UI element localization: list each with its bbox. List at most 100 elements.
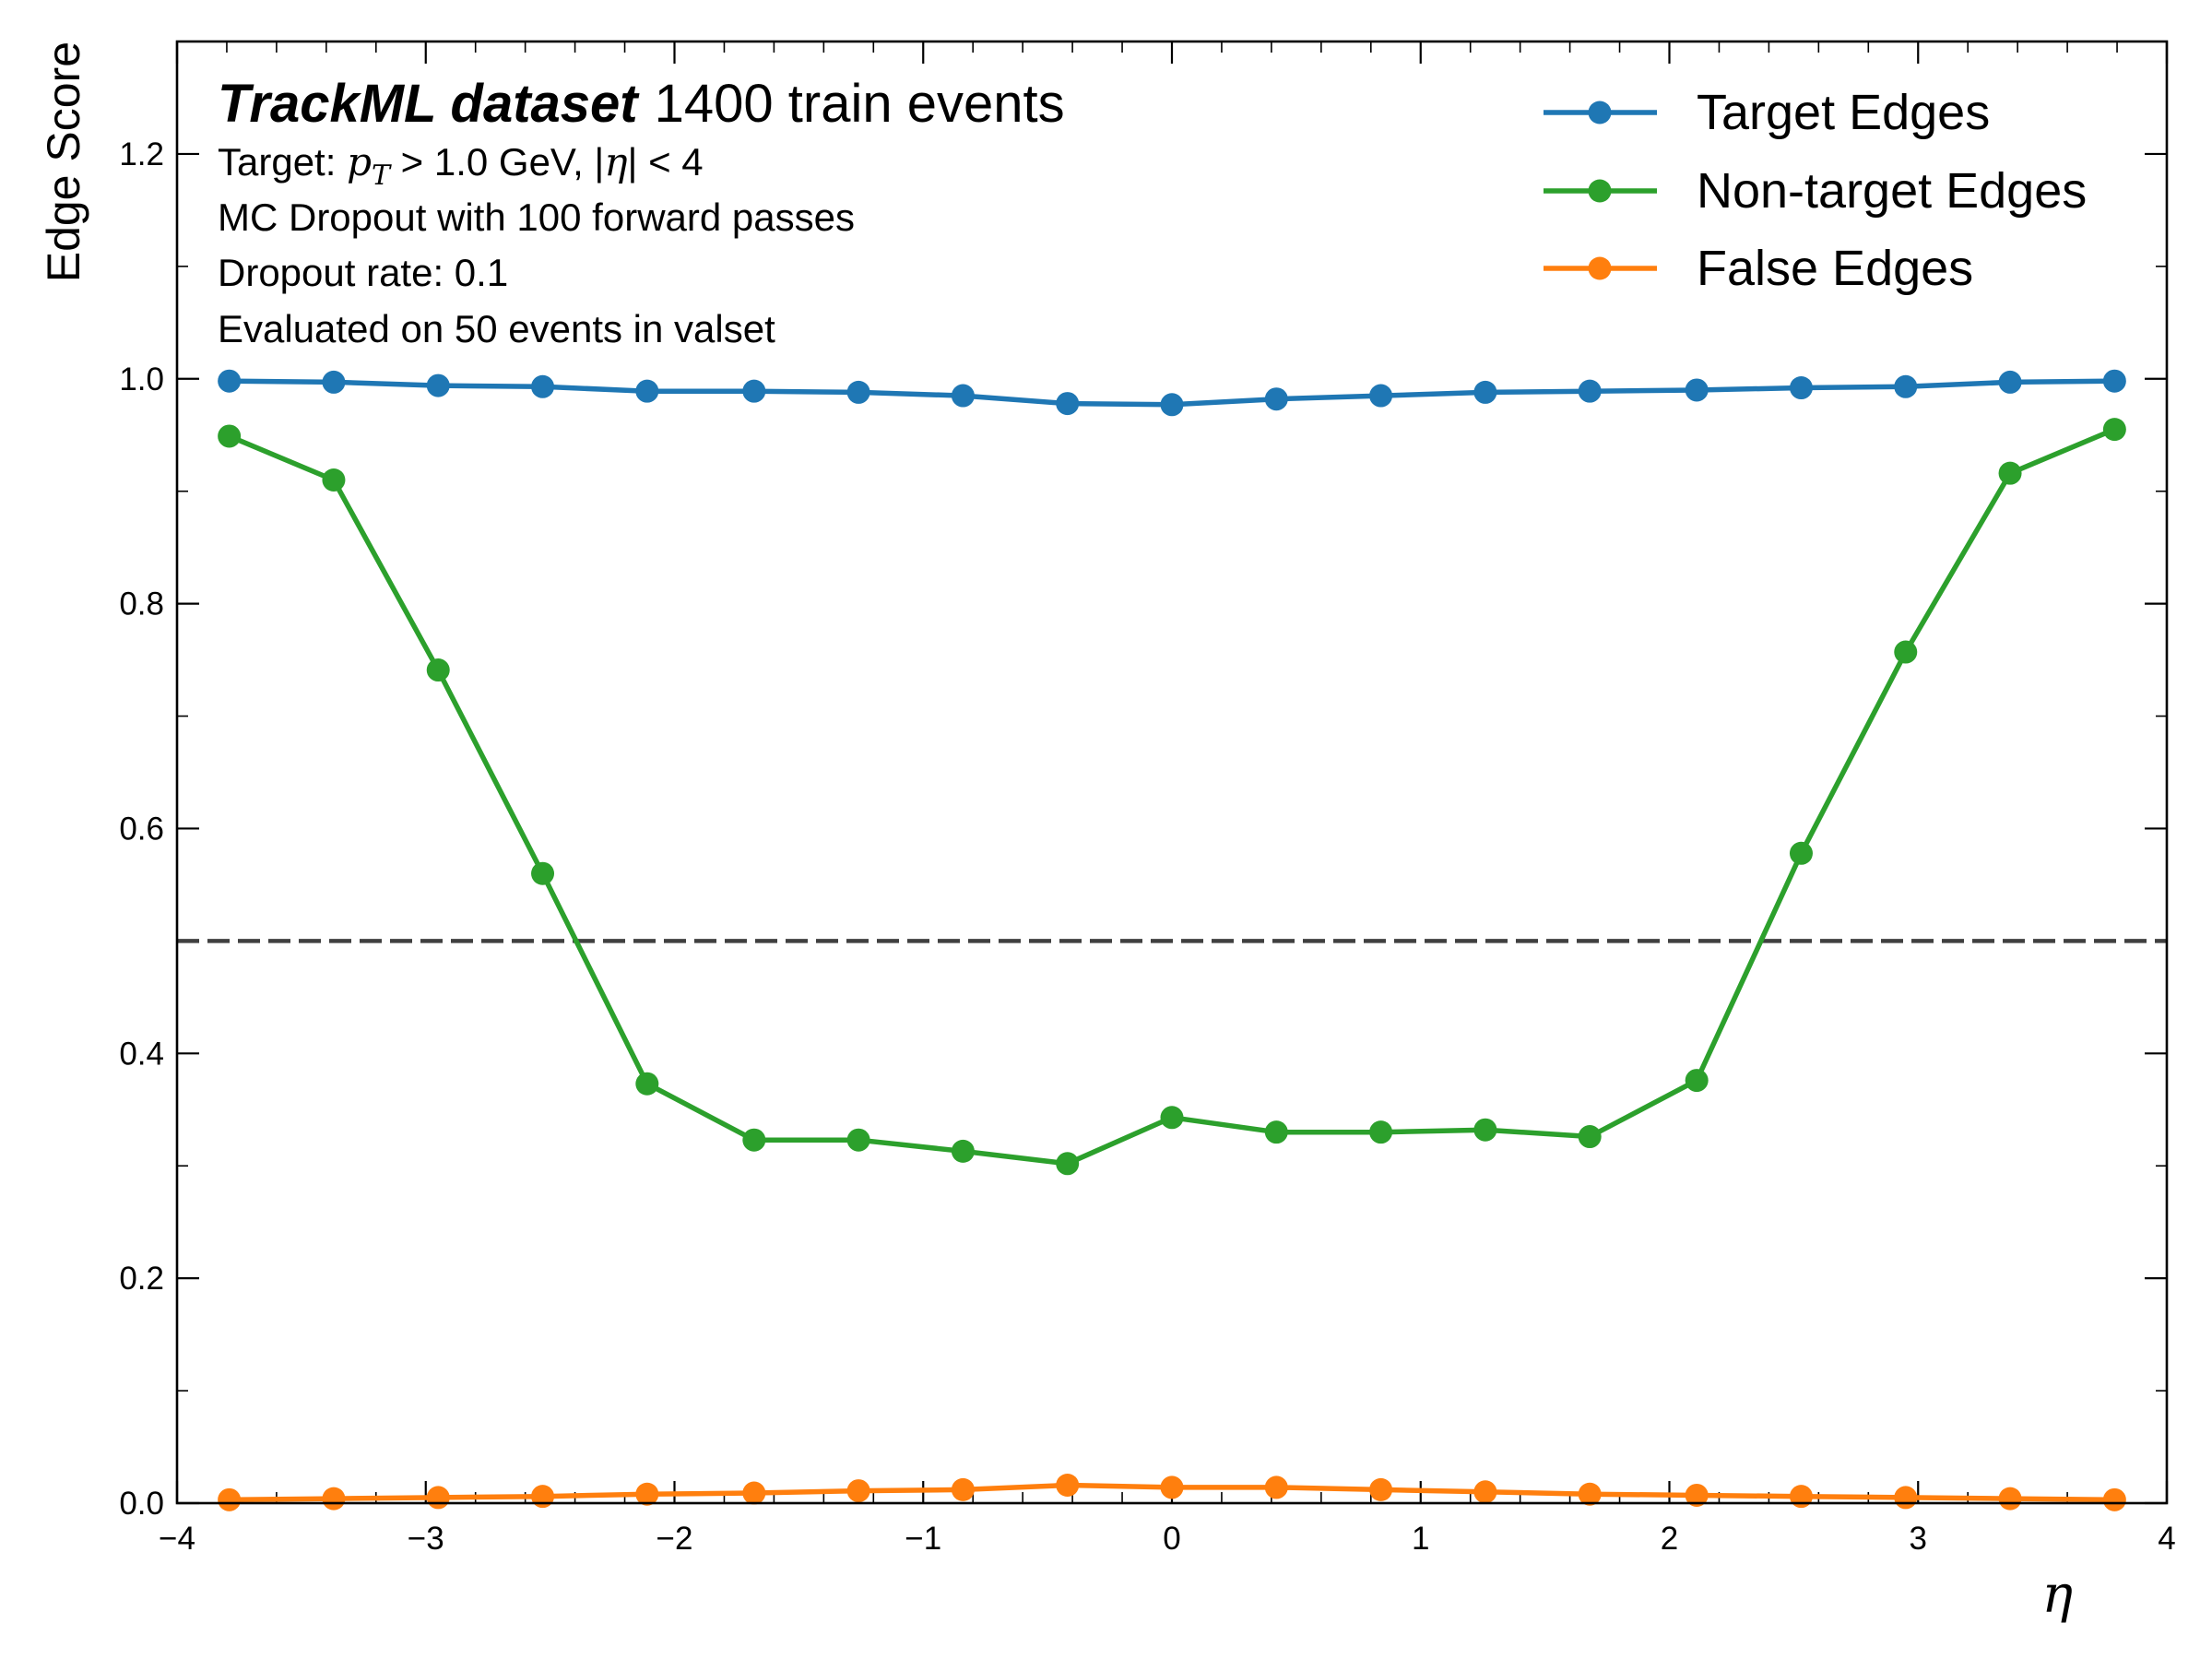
- annotation-target-cut: Target: pT > 1.0 GeV, |η| < 4: [218, 139, 704, 192]
- data-point: [1056, 1473, 1080, 1497]
- data-point: [1789, 376, 1813, 400]
- data-point: [1160, 1106, 1184, 1130]
- data-point: [426, 1486, 450, 1510]
- y-tick-label: 0.0: [119, 1486, 164, 1522]
- series-target-edges: [218, 369, 2126, 417]
- y-tick-label: 0.6: [119, 811, 164, 847]
- legend-marker: [1588, 101, 1612, 124]
- series-non-target-edges: [218, 418, 2126, 1176]
- data-point: [635, 1482, 659, 1506]
- annotation-title: TrackML dataset 1400 train events: [218, 74, 1065, 134]
- data-point: [846, 1128, 870, 1152]
- data-point: [1578, 1482, 1602, 1506]
- data-point: [531, 374, 555, 398]
- data-point: [2102, 1487, 2126, 1511]
- annotation-eta-symbol: η: [604, 139, 627, 184]
- data-point: [742, 1128, 766, 1152]
- data-point: [846, 1479, 870, 1503]
- data-point: [1264, 1475, 1288, 1499]
- y-tick-label: 1.0: [119, 361, 164, 397]
- data-point: [1789, 841, 1813, 865]
- data-point: [218, 1487, 242, 1511]
- data-point: [1578, 379, 1602, 403]
- data-point: [1685, 1069, 1709, 1093]
- data-point: [1473, 380, 1497, 404]
- data-point: [1894, 640, 1918, 664]
- legend-label: Target Edges: [1697, 85, 1990, 140]
- legend-label: Non-target Edges: [1697, 163, 2087, 219]
- annotation-target-mid: > 1.0 GeV, |: [390, 140, 604, 184]
- data-point: [1685, 1483, 1709, 1507]
- data-point: [1998, 370, 2022, 394]
- data-point: [426, 658, 450, 682]
- annotation-valset: Evaluated on 50 events in valset: [218, 307, 775, 350]
- series-line: [228, 427, 2116, 1167]
- annotation-title-rest: 1400 train events: [655, 74, 1065, 134]
- data-point: [322, 1487, 346, 1511]
- y-tick-label: 0.2: [119, 1261, 164, 1297]
- data-point: [1056, 1152, 1080, 1176]
- x-tick-label: 4: [2158, 1521, 2175, 1557]
- annotation-mc-dropout: MC Dropout with 100 forward passes: [218, 196, 855, 239]
- data-point: [1264, 387, 1288, 411]
- data-point: [1369, 1120, 1393, 1144]
- data-point: [1578, 1125, 1602, 1149]
- axis-tick-labels: −4 −3 −2 −1 0 1 2 3 4 0.0 0.2 0.4 0.6 0.8 1.0 1.2: [119, 136, 2175, 1557]
- data-point: [1160, 1475, 1184, 1499]
- data-point: [2102, 418, 2126, 442]
- data-point: [2102, 369, 2126, 393]
- y-axis-label: Edge Score: [38, 41, 89, 282]
- x-axis-label: η: [2041, 1565, 2073, 1625]
- data-point: [322, 468, 346, 492]
- data-point: [218, 424, 242, 448]
- series-layer: [218, 369, 2126, 1511]
- data-point: [635, 1072, 659, 1096]
- data-point: [1998, 461, 2022, 485]
- data-point: [1894, 1486, 1918, 1510]
- legend-label: False Edges: [1697, 241, 1973, 296]
- data-point: [1056, 392, 1080, 416]
- x-tick-label: −4: [159, 1521, 195, 1557]
- data-point: [1160, 393, 1184, 417]
- annotation-target-prefix: Target:: [218, 140, 347, 184]
- data-point: [1789, 1485, 1813, 1509]
- data-point: [951, 384, 975, 408]
- data-point: [1998, 1487, 2022, 1511]
- legend-marker: [1588, 256, 1612, 280]
- data-point: [742, 1481, 766, 1505]
- data-point: [1369, 384, 1393, 408]
- data-point: [846, 380, 870, 404]
- annotation-title-bold: TrackML dataset: [218, 74, 640, 134]
- x-tick-label: −2: [657, 1521, 693, 1557]
- data-point: [531, 1485, 555, 1509]
- data-point: [1473, 1480, 1497, 1504]
- annotation-pt-subscript: T: [372, 160, 392, 192]
- data-point: [531, 861, 555, 885]
- x-tick-label: 1: [1412, 1521, 1429, 1557]
- annotation-dropout-rate: Dropout rate: 0.1: [218, 251, 508, 294]
- legend-item: Target Edges: [1544, 85, 1990, 140]
- legend-item: Non-target Edges: [1544, 163, 2087, 219]
- data-point: [742, 379, 766, 403]
- y-tick-label: 0.8: [119, 587, 164, 622]
- data-point: [951, 1477, 975, 1501]
- data-point: [1473, 1118, 1497, 1142]
- data-point: [1685, 378, 1709, 402]
- data-point: [426, 373, 450, 397]
- x-tick-label: 2: [1661, 1521, 1678, 1557]
- data-point: [1369, 1477, 1393, 1501]
- data-point: [951, 1139, 975, 1163]
- series-false-edges: [218, 1473, 2126, 1511]
- annotation-pt-symbol: p: [347, 139, 372, 184]
- legend-marker: [1588, 179, 1612, 203]
- x-tick-label: 3: [1910, 1521, 1927, 1557]
- legend-item: False Edges: [1544, 241, 1973, 296]
- data-point: [1264, 1120, 1288, 1144]
- y-tick-label: 0.4: [119, 1036, 164, 1072]
- x-tick-label: 0: [1163, 1521, 1180, 1557]
- data-point: [635, 379, 659, 403]
- legend: Target Edges Non-target Edges False Edges: [1544, 85, 2087, 296]
- x-tick-label: −1: [905, 1521, 941, 1557]
- x-tick-label: −3: [408, 1521, 444, 1557]
